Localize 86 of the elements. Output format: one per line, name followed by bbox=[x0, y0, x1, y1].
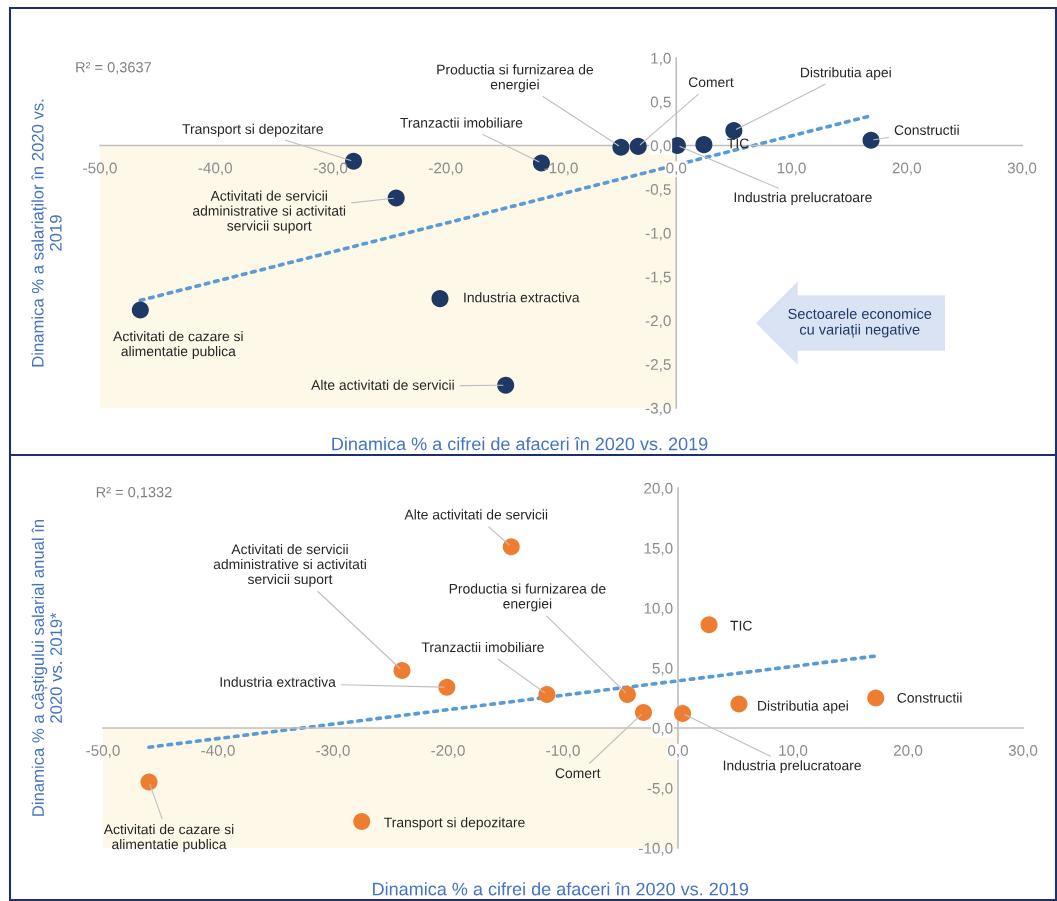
x-tick-label: -30,0 bbox=[313, 162, 348, 176]
y-tick-label: 1,0 bbox=[651, 52, 671, 66]
y-tick-label: -1,0 bbox=[645, 227, 671, 241]
x-tick-label: 10,0 bbox=[777, 162, 806, 176]
annotation: Constructii bbox=[897, 692, 962, 703]
point bbox=[131, 301, 149, 319]
annotation: Activitati de cazare si alimentatie publica bbox=[103, 824, 234, 852]
y-tick-label: 15,0 bbox=[644, 542, 673, 556]
annotation: R² = 0,3637 bbox=[76, 62, 151, 75]
annotation: TIC bbox=[727, 138, 749, 149]
y-tick-label: 0,0 bbox=[652, 722, 673, 736]
annotation: Comert bbox=[555, 768, 601, 779]
x-tick-label: 0,0 bbox=[667, 745, 689, 758]
y-tick-label: -2,0 bbox=[645, 315, 671, 328]
annotation: Tranzactii imobiliare bbox=[421, 641, 544, 653]
point bbox=[393, 661, 411, 679]
x-tick-label: 30,0 bbox=[1008, 745, 1038, 758]
x-tick-label: -40,0 bbox=[198, 162, 233, 176]
point bbox=[538, 685, 556, 703]
point bbox=[629, 137, 647, 155]
point bbox=[618, 685, 636, 703]
x-axis-title: Dinamica % a cifrei de afaceri în 2020 vs. 2019 bbox=[373, 882, 749, 896]
y-tick-label: -0,5 bbox=[645, 184, 671, 197]
x-tick-label: -50,0 bbox=[86, 745, 120, 758]
x-tick-label: 20,0 bbox=[892, 162, 922, 176]
annotation: Productia si furnizarea de energiei bbox=[437, 64, 594, 93]
point bbox=[725, 122, 743, 140]
point bbox=[612, 138, 630, 156]
x-tick-label: -50,0 bbox=[83, 162, 117, 176]
annotation: Distributia apei bbox=[758, 700, 848, 714]
annotation: Alte activitati de servicii bbox=[311, 379, 454, 390]
point bbox=[387, 189, 405, 207]
annotation: TIC bbox=[730, 620, 752, 631]
x-tick-label: -40,0 bbox=[201, 745, 235, 758]
annotation: Industria prelucratoare bbox=[734, 192, 872, 205]
annotation: Productia si furnizarea de energiei bbox=[449, 583, 606, 612]
x-tick-label: 30,0 bbox=[1007, 162, 1037, 176]
point bbox=[700, 616, 718, 634]
annotation: Distributia apei bbox=[801, 67, 891, 81]
point bbox=[502, 538, 520, 556]
point bbox=[674, 705, 692, 723]
y-tick-label: -5,0 bbox=[647, 782, 673, 796]
annotation: Activitati de servicii administrative si activitati servicii suport bbox=[213, 543, 366, 587]
x-tick-label: 0,0 bbox=[666, 162, 687, 176]
point bbox=[634, 703, 653, 721]
annotation: Industria prelucratoare bbox=[723, 760, 861, 774]
y-tick-label: -10,0 bbox=[639, 842, 673, 856]
x-axis-title: Dinamica % a cifrei de afaceri în 2020 vs. 2019 bbox=[332, 436, 708, 451]
point bbox=[497, 376, 515, 394]
point bbox=[730, 695, 748, 713]
x-tick-label: -10,0 bbox=[546, 745, 580, 758]
point bbox=[353, 813, 371, 831]
annotation: Transport si depozitare bbox=[182, 123, 323, 137]
annotation: Sectoarele economice cu variații negative bbox=[788, 308, 932, 338]
point bbox=[140, 773, 158, 791]
annotation: Transport si depozitare bbox=[384, 817, 525, 831]
point bbox=[867, 689, 885, 707]
y-tick-label: 20,0 bbox=[644, 482, 673, 496]
x-tick-label: -20,0 bbox=[429, 162, 463, 176]
annotation: Comert bbox=[688, 77, 734, 88]
annotation: Industria extractiva bbox=[220, 676, 336, 687]
point bbox=[431, 290, 449, 308]
annotation: Tranzactii imobiliare bbox=[400, 117, 523, 128]
y-tick-label: 0,5 bbox=[650, 96, 671, 110]
y-tick-label: 10,0 bbox=[644, 602, 673, 616]
y-axis-title: Dinamica % a salariaților în 2020 vs. 2019 bbox=[31, 99, 62, 367]
y-axis-title: Dinamica % a câștigului salarial anual în 2020 vs. 2019* bbox=[31, 519, 62, 816]
annotation: Activitati de servicii administrative si activitati servicii suport bbox=[192, 190, 346, 234]
annotation: Activitati de cazare si alimentatie publica bbox=[113, 331, 243, 359]
point bbox=[862, 131, 880, 149]
y-tick-label: -2,5 bbox=[645, 359, 671, 372]
point bbox=[695, 136, 713, 154]
annotation: Alte activitati de servicii bbox=[404, 509, 548, 520]
x-tick-label: 20,0 bbox=[893, 745, 923, 758]
y-tick-label: 5,0 bbox=[652, 662, 673, 676]
y-tick-label: -1,5 bbox=[645, 271, 671, 285]
annotation: R² = 0,1332 bbox=[96, 486, 172, 500]
x-tick-label: -10,0 bbox=[544, 162, 578, 176]
y-tick-label: -3,0 bbox=[645, 402, 671, 416]
y-tick-label: 0,0 bbox=[650, 140, 671, 153]
x-tick-label: 10,0 bbox=[779, 745, 808, 758]
annotation: Constructii bbox=[894, 124, 959, 135]
x-tick-label: -30,0 bbox=[316, 745, 350, 758]
x-tick-label: -20,0 bbox=[431, 745, 465, 758]
annotation: Industria extractiva bbox=[464, 292, 580, 303]
point bbox=[438, 678, 456, 696]
